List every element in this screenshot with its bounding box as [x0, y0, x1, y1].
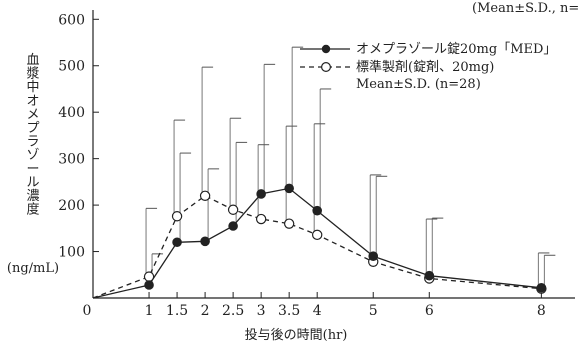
y-axis-title-char: ル: [26, 175, 39, 190]
error-bars: [145, 46, 556, 289]
y-tick-label: 300: [58, 152, 85, 168]
axes: [92, 10, 575, 299]
data-point-0: [256, 189, 266, 199]
data-point-1: [255, 213, 267, 225]
series-line-1: [92, 195, 542, 299]
data-point-1: [311, 229, 323, 241]
legend-marker-reference: [321, 61, 332, 72]
y-axis-title-char: 度: [26, 202, 39, 218]
y-axis-title-text: 血漿中オメプラゾール濃度: [26, 53, 39, 218]
legend: オメプラゾール錠20mg「MED」 標準製剤(錠剤、20mg) Mean±S.D…: [300, 42, 556, 92]
data-point-0: [424, 270, 435, 281]
y-tick-label: 600: [58, 12, 85, 28]
x-tick-label: 2.5: [222, 303, 244, 319]
y-axis-title-char: オ: [26, 94, 39, 109]
top-note: (Mean±S.D., n=: [472, 1, 579, 16]
data-point-0: [144, 280, 154, 290]
legend-label-test: オメプラゾール錠20mg「MED」: [356, 42, 556, 57]
y-axis-title: 血漿中オメプラゾール濃度 (ng/mL): [7, 53, 59, 276]
y-axis-title-char: 中: [26, 80, 39, 95]
y-axis-title-char: 濃: [26, 189, 39, 204]
y-tick-label: 500: [58, 59, 85, 75]
data-point-0: [536, 282, 547, 293]
data-point-0: [228, 221, 238, 231]
x-tick-label: 6: [425, 303, 434, 319]
x-tick-label: 8: [537, 303, 546, 319]
x-tick-label: 3.5: [278, 303, 300, 319]
y-axis-title-char: ラ: [26, 135, 39, 150]
y-axis-title-char: 血: [26, 53, 39, 68]
data-point-1: [143, 271, 155, 282]
data-point-1: [227, 204, 239, 215]
data-point-0: [172, 237, 182, 248]
x-tick-label: 0: [83, 303, 92, 319]
x-tick-label: 4: [313, 303, 322, 319]
x-tick-label: 2: [201, 303, 210, 319]
x-tick-label: 1: [145, 303, 154, 319]
y-tick-label: 400: [58, 105, 85, 121]
x-tick-label: 1.5: [166, 303, 188, 319]
y-axis-title-char: 漿: [26, 67, 39, 82]
data-point-0: [312, 205, 322, 216]
data-point-0: [368, 251, 379, 261]
x-axis-title: 投与後の時間(hr): [245, 327, 348, 343]
tick-labels: 100 200 300 400 500 600 0 1 1.5 2 2.5 3 3.5 4 5 6 8: [58, 12, 546, 319]
y-axis-unit: (ng/mL): [7, 261, 59, 276]
y-axis-title-char: ゾ: [26, 148, 39, 163]
y-tick-label: 100: [58, 245, 85, 261]
y-axis-title-char: ー: [26, 162, 39, 177]
y-axis-title-char: メ: [26, 107, 39, 122]
data-point-0: [200, 236, 210, 247]
y-axis-title-char: プ: [26, 121, 39, 136]
series-markers: [143, 183, 547, 294]
data-point-1: [171, 211, 183, 222]
x-tick-label: 3: [257, 303, 266, 319]
legend-marker-test: [321, 44, 331, 54]
x-tick-label: 5: [369, 303, 378, 319]
series-line-0: [92, 187, 542, 299]
data-point-1: [283, 218, 295, 229]
y-tick-label: 200: [58, 198, 85, 214]
data-point-0: [284, 183, 294, 194]
legend-stats: Mean±S.D. (n=28): [356, 77, 481, 92]
series-lines: [92, 187, 542, 299]
legend-label-reference: 標準製剤(錠剤、20mg): [356, 59, 494, 75]
data-point-1: [199, 190, 211, 202]
